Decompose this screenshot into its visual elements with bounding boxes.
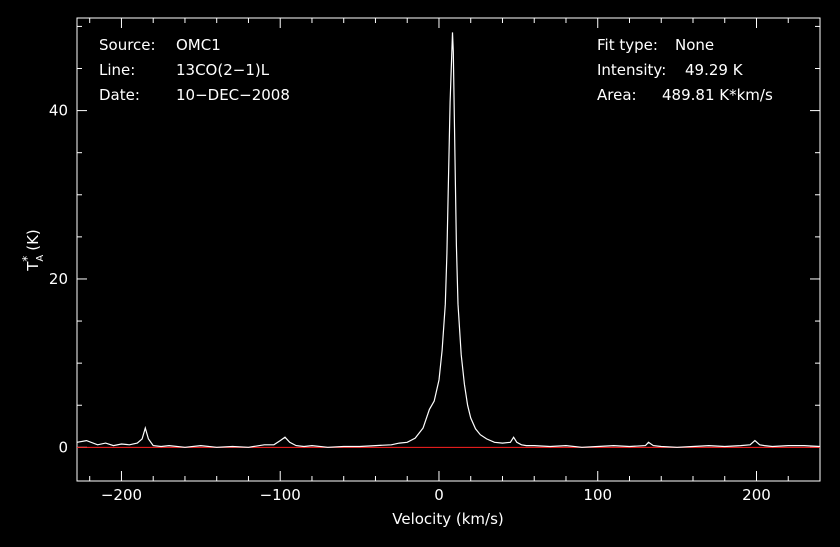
y-axis-label-base: T <box>24 261 42 272</box>
info-date-value: 10−DEC−2008 <box>176 86 290 104</box>
info-right: Fit type: None Intensity: 49.29 K Area: … <box>597 36 773 104</box>
info-intensity-key: Intensity: <box>597 61 666 79</box>
info-fit-key: Fit type: <box>597 36 658 54</box>
x-tick-label: −200 <box>101 486 142 504</box>
axis-ticks <box>77 18 821 481</box>
info-intensity-value: 49.29 K <box>685 61 744 79</box>
x-tick-label: 200 <box>742 486 771 504</box>
info-source-key: Source: <box>99 36 156 54</box>
y-tick-label: 0 <box>58 438 68 456</box>
info-area-key: Area: <box>597 86 637 104</box>
y-tick-label: 40 <box>49 102 68 120</box>
x-tick-label: 100 <box>583 486 612 504</box>
info-left: Source: OMC1 Line: 13CO(2−1)L Date: 10−D… <box>99 36 290 104</box>
tick-labels: −200 −100 0 100 200 0 20 40 <box>49 102 771 504</box>
plot-frame <box>76 17 821 482</box>
spectrum-line <box>76 32 821 448</box>
x-axis-label: Velocity (km/s) <box>392 510 503 528</box>
info-date-key: Date: <box>99 86 140 104</box>
y-axis-label: TA* (K) <box>20 229 46 272</box>
y-axis-label-sup: * <box>20 256 34 262</box>
info-fit-value: None <box>675 36 714 54</box>
info-line-key: Line: <box>99 61 135 79</box>
y-axis-label-sub: A <box>35 255 46 262</box>
x-tick-label: −100 <box>260 486 301 504</box>
y-tick-label: 20 <box>49 270 68 288</box>
info-area-value: 489.81 K*km/s <box>662 86 773 104</box>
info-line-value: 13CO(2−1)L <box>176 61 270 79</box>
x-tick-label: 0 <box>434 486 444 504</box>
y-axis-label-unit: (K) <box>24 229 42 251</box>
info-source-value: OMC1 <box>176 36 221 54</box>
